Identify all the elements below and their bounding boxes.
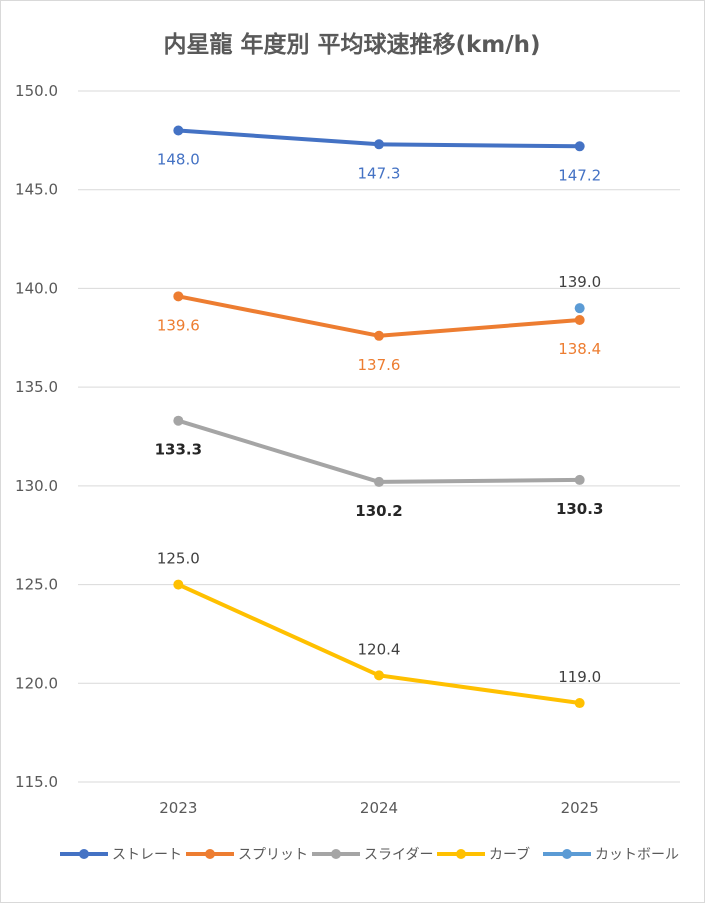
legend: ストレート スプリット スライダー カーブ カットボール	[60, 846, 679, 863]
legend-item: カットボール	[543, 847, 679, 863]
series-2: 133.3 130.2 130.3	[155, 415, 603, 520]
data-point	[574, 315, 585, 326]
data-point	[574, 698, 585, 709]
data-label: 130.2	[355, 502, 402, 520]
legend-label: スプリット	[238, 847, 308, 863]
data-point	[173, 579, 184, 590]
legend-item: ストレート	[60, 847, 182, 863]
legend-swatch-marker	[456, 849, 466, 859]
y-tick-label: 115.0	[15, 773, 58, 791]
plot-area: 148.0 147.3 147.2 139.6 137.6 138.4 133.3 130.2…	[155, 125, 603, 709]
legend-label: ストレート	[112, 847, 182, 863]
y-tick-label: 135.0	[15, 378, 58, 396]
data-point	[374, 330, 384, 341]
data-label: 137.6	[358, 356, 401, 374]
data-label: 133.3	[155, 441, 202, 459]
data-label: 147.2	[558, 166, 601, 184]
y-tick-label: 145.0	[15, 181, 58, 199]
data-label: 130.3	[556, 500, 603, 518]
data-label: 148.0	[157, 150, 200, 168]
data-label: 147.3	[358, 164, 401, 182]
legend-swatch-marker	[205, 849, 215, 859]
x-tick-label: 2023	[159, 799, 197, 817]
x-tick-label: 2025	[561, 799, 599, 817]
x-axis: 2023 2024 2025	[159, 799, 599, 817]
legend-swatch-marker	[331, 849, 341, 859]
chart-title: 内星龍 年度別 平均球速推移(km/h)	[163, 31, 540, 58]
series-1: 139.6 137.6 138.4	[157, 291, 601, 374]
legend-label: スライダー	[364, 847, 433, 863]
series-line	[176, 294, 582, 338]
data-label: 139.6	[157, 316, 200, 334]
data-label: 119.0	[558, 668, 601, 686]
data-point	[374, 476, 384, 487]
legend-swatch-marker	[562, 849, 572, 859]
data-point	[173, 415, 184, 426]
gridlines	[78, 90, 680, 783]
legend-item: スライダー	[312, 847, 433, 863]
legend-label: カーブ	[489, 846, 530, 863]
legend-item: カーブ	[437, 846, 530, 863]
y-tick-label: 130.0	[15, 477, 58, 495]
series-0: 148.0 147.3 147.2	[157, 125, 601, 184]
data-point	[374, 139, 384, 150]
legend-item: スプリット	[186, 847, 308, 863]
series-4: 139.0	[558, 273, 601, 314]
data-point	[374, 670, 384, 681]
y-tick-label: 120.0	[15, 674, 58, 692]
y-tick-label: 125.0	[15, 576, 58, 594]
y-axis: 115.0 120.0 125.0 130.0 135.0 140.0 145.0 150.0	[15, 82, 58, 791]
data-label: 139.0	[558, 273, 601, 291]
y-tick-label: 140.0	[15, 279, 58, 297]
data-label: 125.0	[157, 550, 200, 568]
data-point	[173, 125, 184, 136]
data-point	[574, 474, 585, 485]
data-label: 138.4	[558, 340, 601, 358]
legend-swatch-marker	[79, 849, 89, 859]
data-label: 120.4	[358, 640, 401, 658]
series-3: 125.0 120.4 119.0	[157, 550, 601, 709]
series-line	[176, 418, 582, 484]
y-tick-label: 150.0	[15, 82, 58, 100]
legend-label: カットボール	[595, 847, 679, 863]
data-point	[574, 303, 585, 314]
data-point	[173, 291, 184, 302]
data-point	[574, 141, 585, 152]
x-tick-label: 2024	[360, 799, 398, 817]
